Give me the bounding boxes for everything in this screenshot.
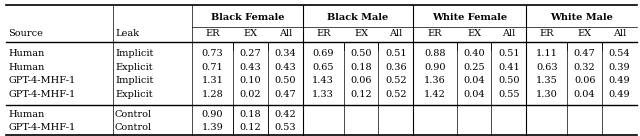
Text: GPT-4-MHF-1: GPT-4-MHF-1: [8, 76, 76, 85]
Text: ER: ER: [316, 29, 330, 38]
Text: 1.36: 1.36: [424, 76, 446, 85]
Text: 1.11: 1.11: [536, 49, 557, 58]
Text: 0.39: 0.39: [609, 63, 630, 72]
Text: 0.55: 0.55: [498, 90, 520, 99]
Text: 0.69: 0.69: [312, 49, 334, 58]
Text: EX: EX: [467, 29, 481, 38]
Text: 1.43: 1.43: [312, 76, 334, 85]
Text: Human: Human: [8, 63, 45, 72]
Text: 0.71: 0.71: [202, 63, 223, 72]
Text: 1.33: 1.33: [312, 90, 334, 99]
Text: 1.30: 1.30: [536, 90, 557, 99]
Text: 1.35: 1.35: [536, 76, 557, 85]
Text: Explicit: Explicit: [115, 90, 152, 99]
Text: 0.63: 0.63: [536, 63, 557, 72]
Text: 0.12: 0.12: [350, 90, 372, 99]
Text: Control: Control: [115, 110, 152, 119]
Text: 0.47: 0.47: [574, 49, 596, 58]
Text: Control: Control: [115, 123, 152, 132]
Text: All: All: [389, 29, 403, 38]
Text: 0.25: 0.25: [463, 63, 485, 72]
Text: 1.31: 1.31: [202, 76, 223, 85]
Text: 0.32: 0.32: [574, 63, 596, 72]
Text: GPT-4-MHF-1: GPT-4-MHF-1: [8, 123, 76, 132]
Text: 0.04: 0.04: [463, 76, 485, 85]
Text: Black Female: Black Female: [211, 13, 284, 22]
Text: 0.06: 0.06: [574, 76, 595, 85]
Text: Source: Source: [8, 29, 43, 38]
Text: All: All: [278, 29, 292, 38]
Text: Implicit: Implicit: [115, 76, 154, 85]
Text: 0.52: 0.52: [385, 76, 406, 85]
Text: EX: EX: [354, 29, 368, 38]
Text: 0.51: 0.51: [385, 49, 406, 58]
Text: White Male: White Male: [550, 13, 613, 22]
Text: 0.43: 0.43: [275, 63, 296, 72]
Text: Black Male: Black Male: [327, 13, 388, 22]
Text: ER: ER: [540, 29, 554, 38]
Text: ER: ER: [205, 29, 220, 38]
Text: 0.18: 0.18: [350, 63, 372, 72]
Text: 0.65: 0.65: [312, 63, 334, 72]
Text: 0.34: 0.34: [275, 49, 296, 58]
Text: EX: EX: [577, 29, 592, 38]
Text: 1.28: 1.28: [202, 90, 223, 99]
Text: Human: Human: [8, 49, 45, 58]
Text: Explicit: Explicit: [115, 63, 152, 72]
Text: 0.50: 0.50: [498, 76, 520, 85]
Text: EX: EX: [243, 29, 257, 38]
Text: 1.39: 1.39: [202, 123, 223, 132]
Text: 0.51: 0.51: [498, 49, 520, 58]
Text: 0.88: 0.88: [424, 49, 445, 58]
Text: 0.10: 0.10: [240, 76, 261, 85]
Text: 0.02: 0.02: [240, 90, 261, 99]
Text: 0.73: 0.73: [202, 49, 223, 58]
Text: 0.90: 0.90: [424, 63, 445, 72]
Text: 1.42: 1.42: [424, 90, 446, 99]
Text: All: All: [502, 29, 515, 38]
Text: 0.40: 0.40: [463, 49, 485, 58]
Text: 0.42: 0.42: [275, 110, 296, 119]
Text: 0.06: 0.06: [350, 76, 372, 85]
Text: 0.54: 0.54: [609, 49, 630, 58]
Text: 0.27: 0.27: [239, 49, 261, 58]
Text: Implicit: Implicit: [115, 49, 154, 58]
Text: GPT-4-MHF-1: GPT-4-MHF-1: [8, 90, 76, 99]
Text: 0.49: 0.49: [609, 90, 630, 99]
Text: 0.52: 0.52: [385, 90, 406, 99]
Text: ER: ER: [428, 29, 442, 38]
Text: 0.90: 0.90: [202, 110, 223, 119]
Text: 0.04: 0.04: [463, 90, 485, 99]
Text: 0.18: 0.18: [240, 110, 261, 119]
Text: 0.43: 0.43: [239, 63, 261, 72]
Text: 0.04: 0.04: [574, 90, 595, 99]
Text: 0.50: 0.50: [275, 76, 296, 85]
Text: Leak: Leak: [115, 29, 139, 38]
Text: 0.49: 0.49: [609, 76, 630, 85]
Text: 0.41: 0.41: [498, 63, 520, 72]
Text: 0.53: 0.53: [275, 123, 296, 132]
Text: 0.47: 0.47: [275, 90, 296, 99]
Text: Human: Human: [8, 110, 45, 119]
Text: All: All: [612, 29, 626, 38]
Text: 0.50: 0.50: [350, 49, 372, 58]
Text: 0.36: 0.36: [385, 63, 406, 72]
Text: 0.12: 0.12: [239, 123, 261, 132]
Text: White Female: White Female: [432, 13, 508, 22]
